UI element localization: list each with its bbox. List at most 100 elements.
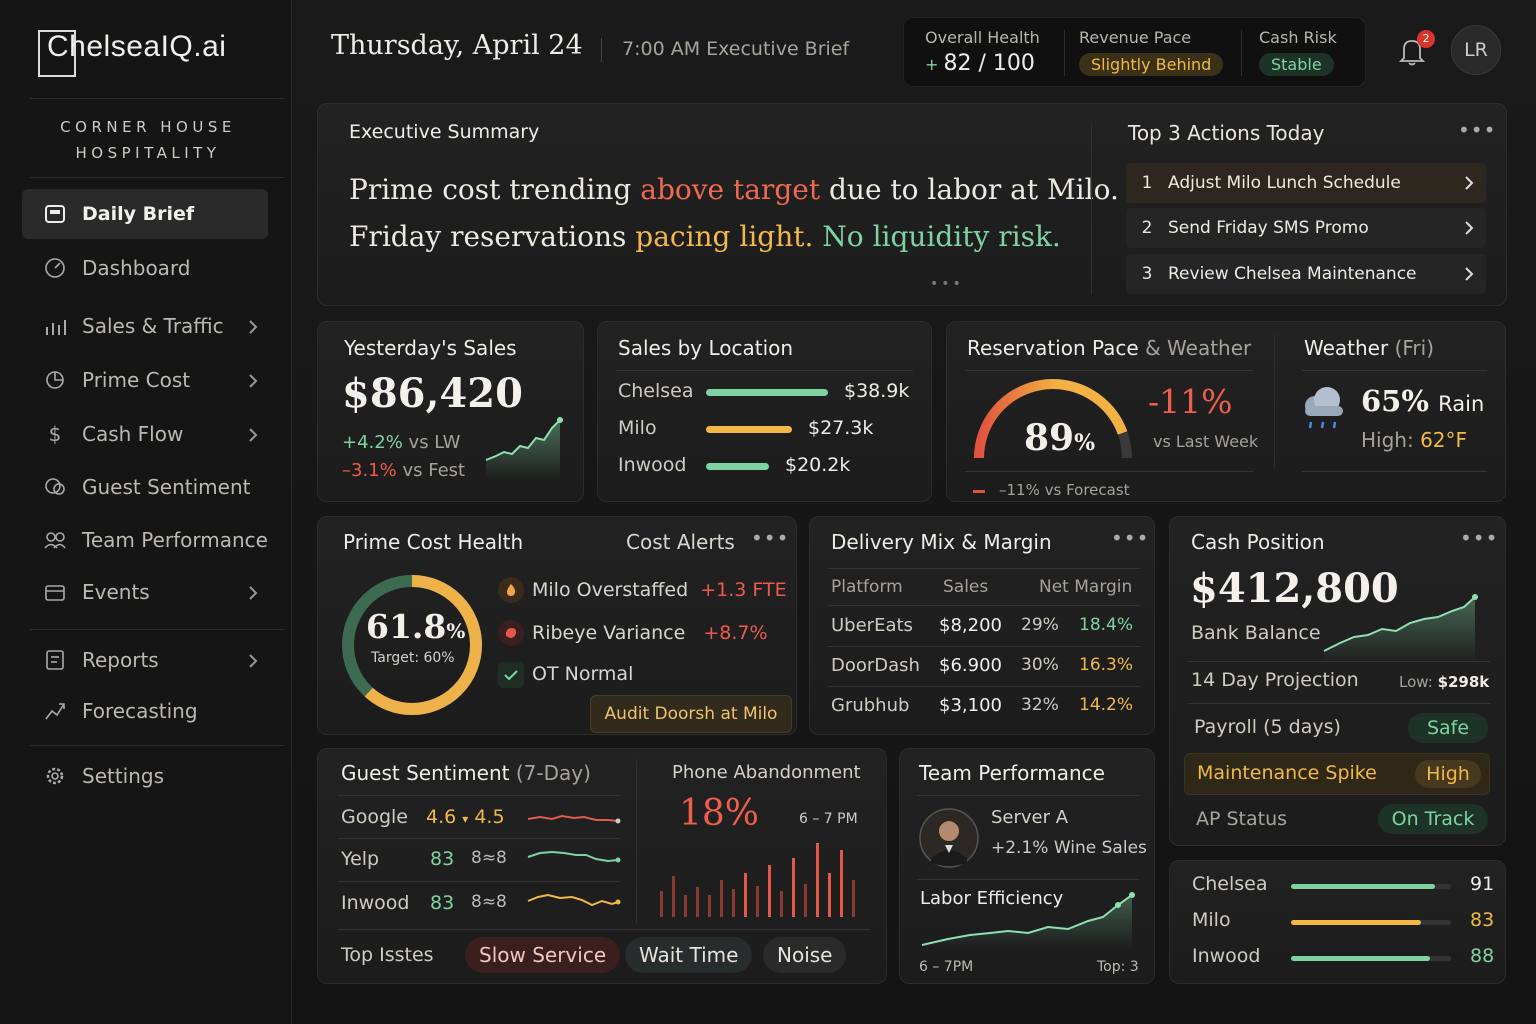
brief-icon <box>44 203 66 225</box>
user-avatar[interactable]: LR <box>1451 25 1501 75</box>
table-row[interactable]: Grubhub $3,100 32% 14.2% <box>810 695 1156 725</box>
more-icon[interactable]: ••• <box>1111 526 1150 550</box>
audit-button[interactable]: Audit Doorsh at Milo <box>590 695 792 733</box>
status-cash[interactable]: Cash Risk Stable <box>1259 28 1337 76</box>
divider <box>616 370 913 371</box>
location-title: Sales by Location <box>618 336 794 360</box>
calendar-icon <box>44 581 66 603</box>
alert-value: +1.3 FTE <box>700 579 787 601</box>
team-card: Team Performance Server A +2.1% Wine Sal… <box>899 748 1155 984</box>
fest-label: vs Fest <box>402 460 466 481</box>
phone-bar <box>756 886 759 917</box>
nav-label: Events <box>82 580 150 604</box>
nav-reports[interactable]: Reports <box>22 635 268 685</box>
nav-events[interactable]: Events <box>22 567 268 617</box>
app-logo[interactable]: ChelseaIQ.ai <box>47 30 227 63</box>
nav-forecasting[interactable]: Forecasting <box>22 686 268 736</box>
nav-team-performance[interactable]: Team Performance <box>22 515 268 565</box>
location-name: Chelsea <box>618 380 694 402</box>
margin-cell: 18.4% <box>1079 615 1134 635</box>
forecast-text: –11% vs Forecast <box>999 481 1130 499</box>
action-item[interactable]: 1 Adjust Milo Lunch Schedule <box>1126 163 1486 203</box>
phone-bar <box>828 873 831 917</box>
nav-prime-cost[interactable]: Prime Cost <box>22 355 268 405</box>
divider <box>338 881 620 882</box>
yelp-score: 83 <box>430 848 455 870</box>
divider <box>30 629 284 630</box>
sentiment-card: Guest Sentiment (7-Day) Google 4.6 ▾ 4.5… <box>317 748 887 984</box>
high-row: High: 62°F <box>1361 428 1467 452</box>
prime-target: Target: 60% <box>371 650 455 666</box>
person-stat: +2.1% Wine Sales <box>991 838 1147 858</box>
org-name: CORNER HOUSE HOSPITALITY <box>30 114 266 166</box>
google-score-2: 4.5 <box>474 806 505 828</box>
health-value: 82 / 100 <box>943 51 1035 76</box>
phone-bar <box>852 880 855 917</box>
divider <box>338 838 620 839</box>
issue-chip[interactable]: Slow Service <box>465 937 621 973</box>
phone-bar <box>708 895 711 917</box>
google-score: 4.6 ▾ 4.5 <box>426 806 505 828</box>
phone-bar <box>840 850 843 917</box>
status-health[interactable]: Overall Health + 82 / 100 <box>925 28 1040 76</box>
pager-dots[interactable]: ••• <box>930 276 964 292</box>
projection-low: Low: $298k <box>1399 673 1489 691</box>
table-row[interactable]: DoorDash $6.900 30% 16.3% <box>810 655 1156 685</box>
divider <box>1302 471 1487 472</box>
reservation-card: Reservation Pace & Weather 89% -11% vs L… <box>946 321 1506 502</box>
nav-guest-sentiment[interactable]: Guest Sentiment <box>22 462 268 512</box>
share-cell: 29% <box>1021 615 1059 635</box>
dollar-icon: $ <box>48 422 62 446</box>
alert-row[interactable]: Milo Overstaffed +1.3 FTE <box>532 579 787 601</box>
summary-line-1: Prime cost trending above target due to … <box>349 166 1119 213</box>
nav-sales-traffic[interactable]: Sales & Traffic <box>22 301 268 351</box>
bell-icon <box>1398 40 1426 66</box>
issue-chip[interactable]: Noise <box>763 937 847 973</box>
prime-value-num: 61.8 <box>366 607 447 646</box>
prime-value-sign: % <box>446 619 466 643</box>
alert-row[interactable]: Ribeye Variance +8.7% <box>532 622 768 644</box>
table-row[interactable]: UberEats $8,200 29% 18.4% <box>810 615 1156 645</box>
chevron-right-icon <box>248 424 258 448</box>
avatar <box>919 808 979 868</box>
inwood-sparkline <box>527 893 621 907</box>
more-icon[interactable]: ••• <box>1458 118 1497 142</box>
issue-chip[interactable]: Wait Time <box>625 937 753 973</box>
sales-fest: –3.1% vs Fest <box>342 460 465 481</box>
nav-dashboard[interactable]: Dashboard <box>22 243 268 293</box>
down-arrow-icon: ▾ <box>462 812 469 826</box>
sentiment-title-suffix: (7-Day) <box>515 761 591 785</box>
divider <box>828 568 1140 569</box>
alert-value: +8.7% <box>703 622 768 644</box>
more-icon[interactable]: ••• <box>1460 526 1499 550</box>
score-location: Chelsea <box>1192 873 1268 895</box>
low-value: $298k <box>1437 673 1490 691</box>
chevron-right-icon <box>1464 220 1474 241</box>
report-icon <box>44 649 66 671</box>
action-item[interactable]: 3 Review Chelsea Maintenance <box>1126 254 1486 294</box>
nav-settings[interactable]: Settings <box>22 751 268 801</box>
divider <box>917 879 1139 880</box>
summary-card: Executive Summary Prime cost trending ab… <box>317 103 1507 306</box>
phone-bar-chart <box>660 843 855 917</box>
action-item[interactable]: 2 Send Friday SMS Promo <box>1126 208 1486 248</box>
phone-bar <box>660 891 663 917</box>
delivery-title: Delivery Mix & Margin <box>831 530 1052 554</box>
more-icon[interactable]: ••• <box>751 526 790 550</box>
notifications-button[interactable] <box>1398 36 1426 70</box>
divider <box>338 795 620 796</box>
location-bar <box>706 463 769 470</box>
sales-cell: $3,100 <box>939 695 1002 716</box>
divider <box>828 686 1140 687</box>
nav-daily-brief[interactable]: Daily Brief <box>22 189 268 239</box>
yelp-extra: 8≈8 <box>471 848 507 868</box>
phone-window: 6 – 7 PM <box>799 811 858 827</box>
nav-cash-flow[interactable]: $ Cash Flow <box>22 409 268 459</box>
divider <box>30 745 284 746</box>
health-value-row: + 82 / 100 <box>925 51 1040 76</box>
status-revenue[interactable]: Revenue Pace Slightly Behind <box>1079 28 1224 76</box>
alert-row[interactable]: OT Normal <box>532 663 633 685</box>
weather-title: Weather (Fri) <box>1304 336 1434 360</box>
bank-label: Bank Balance <box>1191 622 1321 644</box>
chevron-right-icon <box>248 370 258 394</box>
